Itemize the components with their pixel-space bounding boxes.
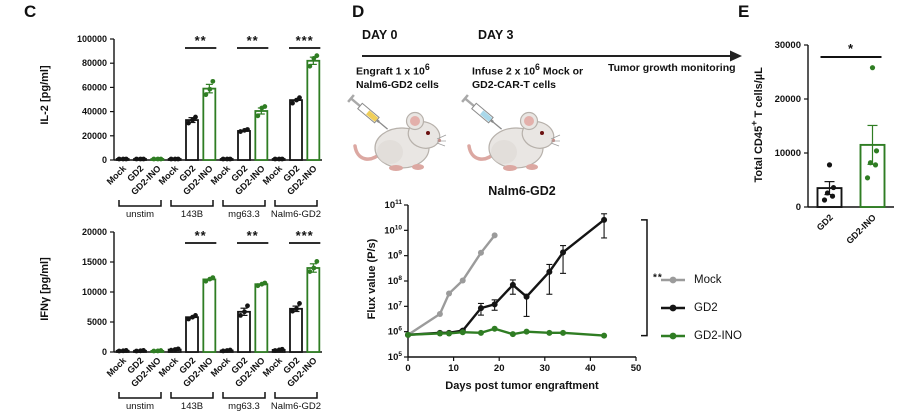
svg-text:Mock: Mock: [157, 355, 181, 379]
svg-text:106: 106: [388, 326, 403, 338]
svg-text:15000: 15000: [82, 257, 107, 267]
legend-marker-icon: [661, 304, 685, 312]
svg-text:0: 0: [405, 363, 410, 374]
day3-label: DAY 3: [478, 28, 514, 42]
svg-text:143B: 143B: [181, 209, 203, 220]
day0-label: DAY 0: [362, 28, 398, 42]
legend-label: GD2: [694, 302, 718, 314]
svg-text:Mock: Mock: [261, 355, 285, 379]
svg-text:Mock: Mock: [209, 163, 233, 187]
legend-item-mock: Mock: [660, 266, 742, 294]
svg-text:***: ***: [296, 33, 314, 48]
svg-text:20: 20: [494, 363, 505, 374]
svg-text:30: 30: [540, 363, 551, 374]
il2-bar-chart: 020000400006000080000100000MockGD2GD2-IN…: [77, 33, 322, 220]
svg-text:Mock: Mock: [105, 355, 129, 379]
svg-text:***: ***: [296, 228, 314, 243]
svg-text:mg63.3: mg63.3: [228, 401, 260, 412]
svg-text:0: 0: [102, 347, 107, 357]
svg-text:80000: 80000: [82, 58, 107, 68]
flux-legend: Mock GD2 GD2-INO: [660, 266, 742, 350]
svg-text:Nalm6-GD2: Nalm6-GD2: [271, 401, 321, 412]
svg-text:109: 109: [388, 250, 403, 262]
svg-text:**: **: [653, 273, 663, 284]
svg-text:60000: 60000: [82, 82, 107, 92]
infuse-text: Infuse 2 x 106 Mock or GD2-CAR-T cells: [472, 62, 584, 91]
svg-text:20000: 20000: [775, 94, 801, 105]
svg-text:unstim: unstim: [126, 209, 154, 220]
svg-text:10000: 10000: [82, 287, 107, 297]
svg-text:**: **: [247, 33, 259, 48]
svg-text:Mock: Mock: [105, 163, 129, 187]
svg-text:107: 107: [388, 300, 403, 312]
svg-text:40: 40: [585, 363, 596, 374]
svg-text:50: 50: [631, 363, 642, 374]
legend-label: GD2-INO: [694, 330, 742, 342]
svg-text:1010: 1010: [384, 224, 402, 236]
svg-text:1011: 1011: [385, 199, 403, 211]
svg-text:Nalm6-GD2: Nalm6-GD2: [488, 184, 555, 198]
legend-marker-icon: [661, 276, 685, 284]
legend-item-gd2: GD2: [660, 294, 742, 322]
svg-text:10000: 10000: [775, 148, 801, 159]
svg-text:Mock: Mock: [261, 163, 285, 187]
legend-marker-icon: [661, 332, 685, 340]
flux-line-chart: Nalm6-GD2 105 106 107 108 109 1010 1011 0 10 20 30 4…: [384, 184, 663, 392]
svg-text:GD2: GD2: [815, 212, 835, 232]
svg-text:**: **: [247, 228, 259, 243]
svg-text:40000: 40000: [82, 107, 107, 117]
svg-text:Mock: Mock: [157, 163, 181, 187]
legend-item-gd2-ino: GD2-INO: [660, 322, 742, 350]
cd45-bar-chart: 0 10000 20000 30000 GD2 GD2-INO *: [775, 40, 894, 246]
svg-text:Mock: Mock: [209, 355, 233, 379]
svg-text:5000: 5000: [87, 317, 107, 327]
svg-text:10: 10: [448, 363, 459, 374]
syringe-icon: [347, 94, 388, 130]
svg-text:100000: 100000: [77, 34, 107, 44]
svg-text:143B: 143B: [181, 401, 203, 412]
monitoring-text: Tumor growth monitoring: [608, 62, 736, 74]
panel-d-label: D: [352, 2, 365, 21]
legend-label: Mock: [694, 274, 722, 286]
svg-text:105: 105: [388, 351, 403, 363]
svg-text:30000: 30000: [775, 40, 801, 51]
mouse-illustration: [347, 94, 447, 171]
syringe-icon: [461, 94, 502, 130]
svg-text:20000: 20000: [82, 227, 107, 237]
svg-text:mg63.3: mg63.3: [228, 209, 260, 220]
timeline-arrow: [362, 50, 742, 62]
svg-text:unstim: unstim: [126, 401, 154, 412]
svg-text:**: **: [195, 228, 207, 243]
panel-c-label: C: [24, 2, 37, 21]
svg-text:0: 0: [796, 202, 801, 213]
svg-text:*: *: [848, 41, 854, 56]
svg-text:Days post tumor engraftment: Days post tumor engraftment: [445, 380, 599, 392]
svg-text:0: 0: [102, 155, 107, 165]
engraft-text: Engraft 1 x 106 Nalm6-GD2 cells: [356, 62, 439, 91]
svg-text:GD2-INO: GD2-INO: [844, 212, 878, 246]
svg-text:20000: 20000: [82, 131, 107, 141]
mouse-illustration: [461, 94, 561, 171]
panel-e-label: E: [738, 2, 750, 21]
svg-text:108: 108: [388, 275, 403, 287]
svg-text:**: **: [195, 33, 207, 48]
svg-text:Nalm6-GD2: Nalm6-GD2: [271, 209, 321, 220]
ifng-bar-chart: 05000100001500020000MockGD2GD2-INOunstim…: [82, 227, 322, 412]
